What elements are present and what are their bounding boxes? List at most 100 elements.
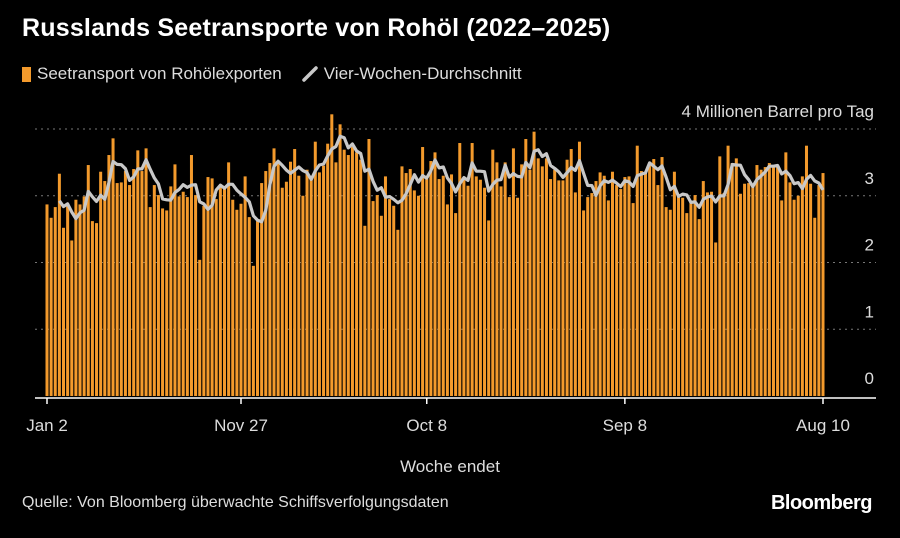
legend: Seetransport von Rohölexporten Vier-Woch…	[22, 64, 522, 84]
bar	[549, 179, 553, 396]
bar	[582, 210, 586, 396]
bar	[639, 171, 643, 396]
bar	[771, 165, 775, 396]
y-tick-label: 1	[865, 302, 874, 321]
bar	[767, 163, 771, 396]
bar	[169, 186, 173, 396]
bar	[668, 209, 672, 396]
bar	[326, 143, 330, 396]
bar	[450, 174, 454, 396]
bar	[454, 213, 458, 396]
x-tick-label: Nov 27	[214, 416, 268, 435]
bar	[136, 150, 140, 396]
bar	[644, 171, 648, 396]
bar	[256, 221, 260, 396]
bar	[272, 148, 276, 396]
bar	[697, 219, 701, 396]
legend-line-label: Vier-Wochen-Durchschnitt	[323, 64, 522, 83]
bar	[128, 185, 132, 396]
bar	[478, 179, 482, 396]
bar	[408, 169, 412, 396]
bar	[49, 217, 53, 396]
bar	[528, 169, 532, 396]
bar	[412, 190, 416, 396]
bar	[800, 176, 804, 396]
bar	[718, 156, 722, 396]
bar	[627, 176, 631, 396]
bar	[235, 209, 239, 396]
bar	[371, 201, 375, 396]
bar	[590, 193, 594, 396]
bar	[123, 171, 127, 396]
bar	[82, 196, 86, 396]
bar	[726, 145, 730, 396]
x-tick-label: Aug 10	[796, 416, 850, 435]
bar	[222, 189, 226, 396]
bar	[714, 242, 718, 396]
bar	[251, 265, 255, 396]
bar	[573, 192, 577, 396]
bar	[284, 181, 288, 396]
bar	[280, 187, 284, 396]
bar	[62, 227, 66, 396]
bar	[404, 173, 408, 396]
bar	[788, 182, 792, 396]
bar	[140, 171, 144, 396]
bar	[660, 157, 664, 396]
legend-line-swatch	[302, 66, 318, 82]
bar	[557, 180, 561, 396]
bar	[425, 179, 429, 396]
bar	[95, 223, 99, 396]
bar	[796, 195, 800, 396]
bar	[817, 185, 821, 396]
bar	[821, 173, 825, 396]
legend-bar-label: Seetransport von Rohölexporten	[37, 64, 282, 83]
bar	[441, 175, 445, 396]
bar	[693, 195, 697, 396]
bar	[606, 200, 610, 396]
bar	[429, 161, 433, 396]
bar	[784, 152, 788, 396]
bar	[268, 163, 272, 396]
bar	[569, 149, 573, 396]
bar	[734, 158, 738, 396]
bar	[491, 149, 495, 396]
bar	[107, 155, 111, 396]
bar	[243, 176, 247, 396]
bar	[305, 169, 309, 396]
bar	[227, 162, 231, 396]
y-tick-label: 0	[865, 369, 874, 388]
bar	[656, 185, 660, 396]
bar	[487, 220, 491, 396]
bar	[202, 205, 206, 396]
bar	[689, 201, 693, 396]
bar	[532, 131, 536, 397]
bar	[516, 197, 520, 396]
bar	[755, 165, 759, 396]
bar	[813, 217, 817, 396]
bar	[74, 199, 78, 396]
bar	[677, 197, 681, 396]
bar	[722, 193, 726, 396]
bar	[194, 195, 198, 396]
bar	[189, 155, 193, 396]
bar	[458, 143, 462, 396]
bar	[90, 221, 94, 396]
bar	[780, 200, 784, 396]
bar	[751, 185, 755, 396]
bar	[598, 172, 602, 396]
bar	[276, 162, 280, 396]
bar	[544, 158, 548, 396]
bar	[421, 147, 425, 396]
bar	[301, 195, 305, 396]
bar	[57, 173, 61, 396]
bar	[747, 183, 751, 396]
bar	[615, 185, 619, 396]
bar	[148, 207, 152, 396]
bar	[672, 171, 676, 396]
bar	[210, 178, 214, 396]
bar	[763, 167, 767, 396]
bloomberg-logo: Bloomberg	[770, 492, 873, 514]
bar	[309, 176, 313, 396]
bar	[156, 195, 160, 396]
